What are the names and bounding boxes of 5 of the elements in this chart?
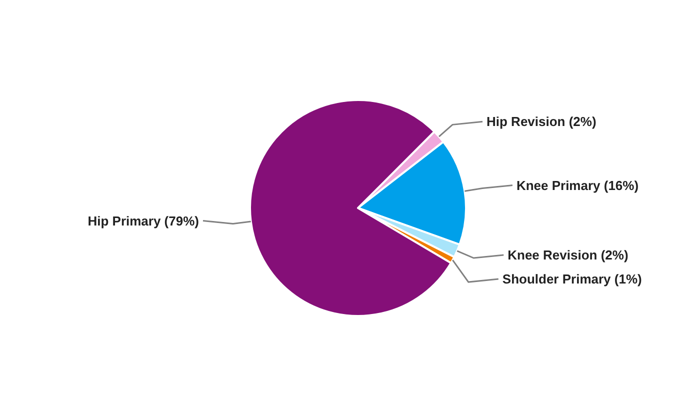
slice-label: Hip Revision (2%) [486, 114, 596, 130]
slice-label: Knee Revision (2%) [508, 248, 628, 263]
slice-label: Knee Primary (16%) [516, 178, 639, 193]
slice-label: Hip Primary (79%) [88, 213, 199, 228]
slice-label: Shoulder Primary (1%) [502, 272, 642, 287]
